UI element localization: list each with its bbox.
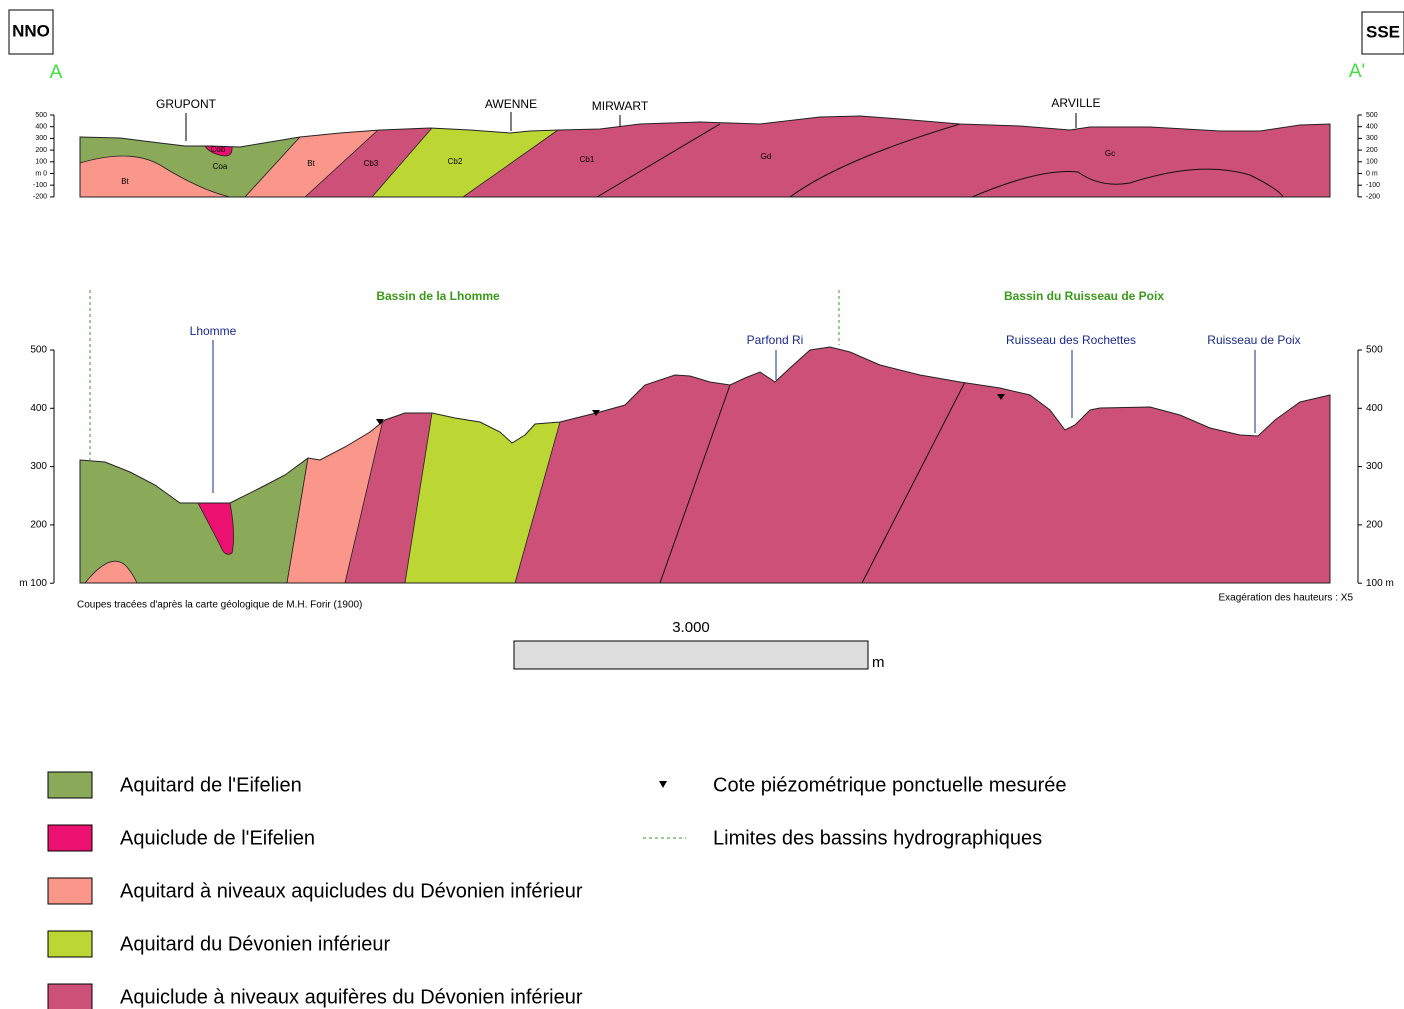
place-label: GRUPONT [156,97,217,111]
orientation-boxes [8,9,1404,55]
legend-label: Aquiclude à niveaux aquifères du Dévonie… [120,986,583,1008]
place-label: AWENNE [485,97,537,111]
place-lines [185,112,1077,141]
axis-label: 500 [1366,345,1383,356]
axis-label: 400 [35,124,47,131]
section-point: A' [1349,61,1365,82]
legend-label: Aquiclude de l'Eifelien [120,827,315,849]
place-label: ARVILLE [1051,96,1100,110]
unit-fill [84,560,138,583]
unit-label: Cb1 [580,155,595,164]
direction: NNO [12,21,50,40]
legend-label: Cote piézométrique ponctuelle mesurée [713,774,1067,796]
section-point: A [50,62,63,83]
unit-fill [197,502,234,555]
axis-label: 500 [30,345,47,356]
unit-label: Gd [761,152,772,161]
axis-label: 100 [35,159,47,166]
piezo-marker [592,410,600,416]
basin-label: Bassin du Ruisseau de Poix [1004,289,1164,303]
axis-label: 300 [35,135,47,142]
scale-length: 3.000 [672,619,710,636]
box [8,9,54,55]
direction: SSE [1366,22,1400,41]
legend-swatch [47,930,93,958]
piezo-marker [376,419,384,425]
axis-label: m 0 [35,170,47,177]
stream-label: Ruisseau des Rochettes [1006,333,1136,347]
legend-piezo-marker [659,781,667,788]
top-outline [79,115,1331,198]
axis-label: -200 [1366,194,1380,201]
axis-label: 300 [1366,461,1383,472]
unit-fill [80,347,311,583]
axis-label: 300 [1366,135,1378,142]
axis-label: 200 [1366,520,1383,531]
main-outline [79,346,1331,584]
axis-label: 400 [30,403,47,414]
axis-label: 200 [30,520,47,531]
stream-label: Ruisseau de Poix [1207,333,1300,347]
axis-label: -100 [1366,182,1380,189]
box [1361,11,1404,55]
legend-swatches [47,771,93,1009]
unit-label: Bt [307,159,315,168]
axis-label: 0 m [1366,170,1378,177]
axis-label: 100 m [1366,578,1394,589]
unit-label: Bt [121,177,129,186]
axis-label: 100 [1366,159,1378,166]
main-geology [80,347,1330,583]
axis-label: 400 [1366,403,1383,414]
axis-label: 300 [30,461,47,472]
axis-label: -200 [33,194,47,201]
scale-bar [513,640,869,670]
legend-label: Limites des bassins hydrographiques [713,827,1042,849]
unit-fill [204,145,233,157]
legend-label: Aquitard à niveaux aquicludes du Dévonie… [120,880,583,902]
legend-label: Aquitard de l'Eifelien [120,774,302,796]
legend-swatch [47,983,93,1009]
unit-label: Cob [211,145,226,154]
axis-label: 200 [1366,147,1378,154]
top-geology [80,116,1330,197]
unit-label: Coa [213,162,228,171]
axis-label: 500 [35,112,47,119]
legend-swatch [47,771,93,799]
axis-label: 400 [1366,124,1378,131]
stream-label: Parfond Ri [747,333,804,347]
legend-swatch [47,877,93,905]
basin-label: Bassin de la Lhomme [376,289,500,303]
unit-label: Cb2 [448,157,463,166]
axis-label: -100 [33,182,47,189]
scale-unit: m [872,654,885,671]
legend-label: Aquitard du Dévonien inférieur [120,933,391,955]
axis-label: 200 [35,147,47,154]
unit-label: Cb3 [364,159,379,168]
legend-swatch [47,824,93,852]
basin-limits [89,290,840,460]
fault-line [596,123,1284,197]
place-label: MIRWART [592,99,649,113]
stream-leaders [212,340,1256,493]
unit-fill [80,155,231,197]
fault-line [659,381,966,583]
exaggeration-note: Exagération des hauteurs : X5 [1218,593,1353,604]
axis-label: m 100 [19,578,47,589]
axis-label: 500 [1366,112,1378,119]
unit-label: Gc [1105,149,1115,158]
piezo-marker [997,394,1005,400]
source-note: Coupes tracées d'après la carte géologiq… [77,600,362,611]
stream-label: Lhomme [190,324,237,338]
piezometric-points [376,394,1005,425]
